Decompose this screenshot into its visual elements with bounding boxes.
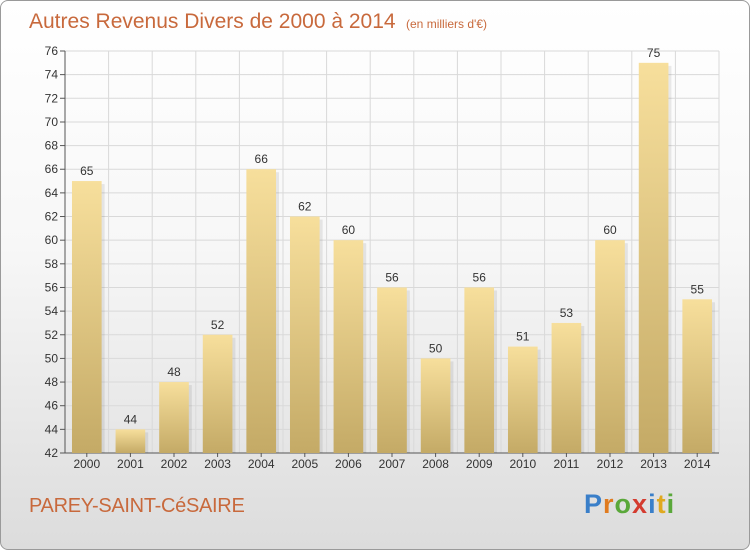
bar-value-label: 66 [255,152,269,166]
y-tick-label: 68 [45,139,59,153]
y-tick-label: 76 [45,44,59,58]
x-tick-label: 2001 [117,457,144,471]
x-tick-label: 2003 [204,457,231,471]
bar [333,240,364,453]
labels: 42 44 46 48 50 52 54 56 58 60 62 64 66 68 70 72 74 76 65 20… [45,44,711,471]
x-tick-label: 2000 [73,457,100,471]
x-tick-label: 2010 [509,457,536,471]
bar-value-label: 62 [298,200,312,214]
bar [420,358,451,453]
bar [115,429,146,453]
bar [159,382,189,453]
bar [71,181,102,453]
y-tick-label: 74 [45,68,59,82]
y-tick-label: 50 [45,351,59,365]
bar-value-label: 56 [473,270,487,284]
y-tick-label: 62 [45,210,59,224]
bar-value-label: 48 [167,365,181,379]
bar-value-label: 53 [560,306,574,320]
bar [638,62,669,454]
y-tick-label: 52 [45,328,59,342]
x-tick-label: 2006 [335,457,362,471]
bar [595,240,625,453]
bar-value-label: 56 [385,270,399,284]
bar [507,346,538,453]
x-tick-label: 2005 [291,457,318,471]
bar [289,216,320,453]
x-tick-label: 2008 [422,457,449,471]
y-tick-label: 58 [45,257,59,271]
bar [377,287,407,453]
y-tick-label: 64 [45,186,59,200]
bar-value-label: 51 [516,330,530,344]
chart-header: Autres Revenus Divers de 2000 à 2014 (en… [29,10,487,34]
x-tick-label: 2009 [466,457,493,471]
bar-value-label: 60 [603,223,617,237]
x-tick-label: 2004 [248,457,275,471]
y-tick-label: 56 [45,280,59,294]
y-tick-label: 70 [45,115,59,129]
bar-value-label: 55 [691,282,705,296]
bar-value-label: 44 [124,412,138,426]
y-tick-label: 42 [45,446,59,460]
bar [551,322,582,453]
bar-value-label: 50 [429,341,443,355]
bar-value-label: 65 [80,164,94,178]
bar [202,334,233,453]
bar-value-label: 75 [647,46,661,60]
chart-subtitle: (en milliers d'€) [406,17,487,31]
bar [464,287,495,453]
bar-value-label: 52 [211,318,225,332]
y-tick-label: 72 [45,91,59,105]
y-tick-label: 54 [45,304,59,318]
y-tick-label: 46 [45,399,59,413]
x-tick-label: 2002 [161,457,188,471]
bar [682,299,713,453]
bar-value-label: 60 [342,223,356,237]
bar [246,169,277,453]
x-tick-label: 2011 [553,457,579,471]
x-tick-label: 2014 [684,457,711,471]
x-tick-label: 2012 [597,457,624,471]
y-tick-label: 66 [45,162,59,176]
y-tick-label: 48 [45,375,59,389]
x-tick-label: 2007 [379,457,406,471]
y-tick-label: 44 [45,422,59,436]
y-tick-label: 60 [45,233,59,247]
proxiti-logo[interactable]: Proxiti [584,489,676,519]
x-tick-label: 2013 [640,457,667,471]
commune-name: PAREY-SAINT-CéSAIRE [29,495,245,517]
chart-title: Autres Revenus Divers de 2000 à 2014 [29,10,396,33]
bars [71,62,716,454]
